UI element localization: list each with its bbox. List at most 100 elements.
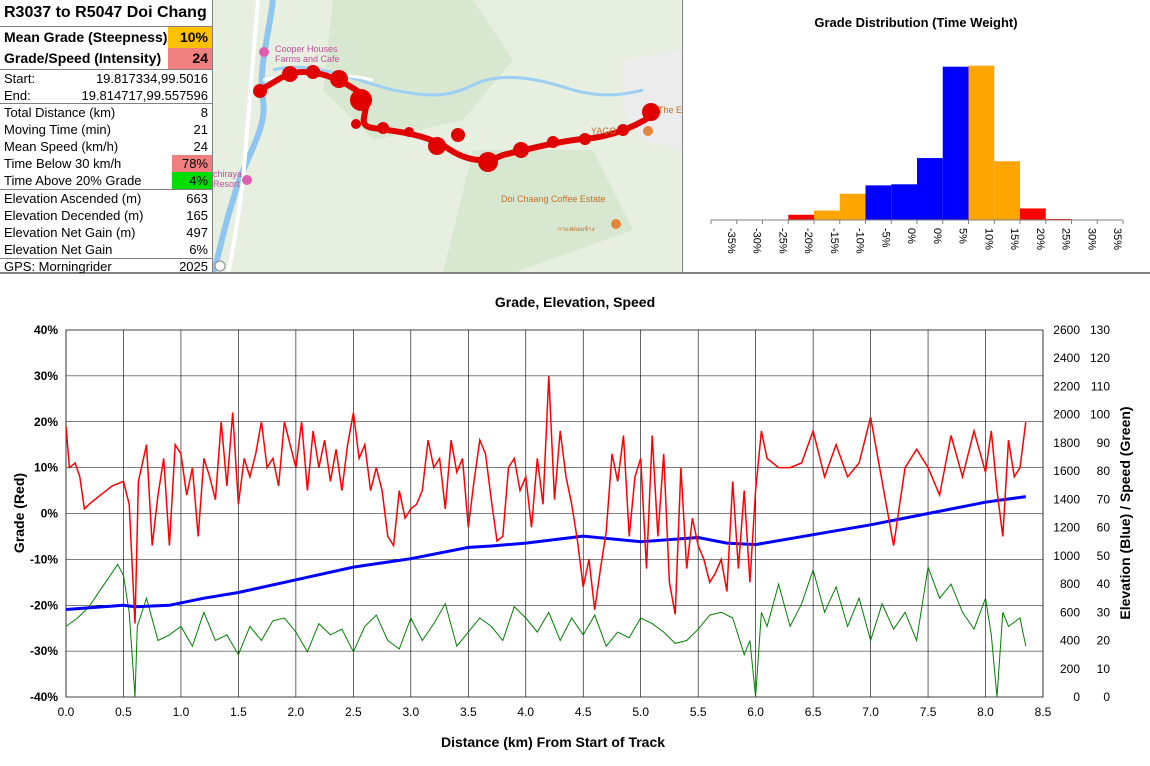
y-speed-tick-label: 90 (1097, 436, 1111, 450)
stat-value: 4% (189, 172, 208, 189)
histogram-bar (788, 215, 814, 220)
y-left-tick-label: -20% (30, 598, 58, 612)
y-speed-tick-label: 120 (1090, 351, 1110, 365)
y-left-tick-label: -10% (30, 552, 58, 566)
x-tick-label: 25% (1060, 228, 1072, 250)
track-title-text: R3037 to R5047 Doi Chang (4, 0, 207, 26)
stat-value: 78% (182, 155, 208, 172)
histogram-bar (917, 158, 943, 220)
map-attribution-icon[interactable] (215, 261, 225, 271)
stat-label: Mean Speed (km/h) (4, 138, 118, 155)
stat-row: Elevation Decended (m) 165 (0, 207, 212, 224)
x-tick-label: 0% (931, 228, 943, 244)
x-tick-label: 6.0 (747, 705, 764, 719)
mean-grade-row: Mean Grade (Steepness) 10% (0, 27, 212, 48)
poi-icon[interactable] (643, 126, 653, 136)
poi-label: Doi Chaang Coffee Estate (501, 194, 605, 204)
y-elev-tick-label: 2200 (1053, 379, 1080, 393)
stat-value: 497 (186, 224, 208, 241)
y-left-tick-label: 30% (34, 369, 58, 383)
stat-row: Moving Time (min) 21 (0, 121, 212, 138)
stat-label: Elevation Decended (m) (4, 207, 143, 224)
stat-value: 8 (201, 104, 208, 121)
y-elev-tick-label: 0 (1073, 690, 1080, 704)
y-elev-tick-label: 1800 (1053, 436, 1080, 450)
track-title: R3037 to R5047 Doi Chang (0, 0, 212, 26)
histogram-bar (814, 211, 840, 220)
x-tick-label: 5.5 (690, 705, 707, 719)
x-tick-label: 15% (1008, 228, 1020, 250)
y-elev-tick-label: 1000 (1053, 549, 1080, 563)
y-elev-tick-label: 1200 (1053, 521, 1080, 535)
x-tick-label: 4.0 (517, 705, 534, 719)
poi-label: chiraya (213, 169, 242, 179)
end-value: 19.814717,99.557596 (81, 87, 208, 104)
poi-icon[interactable] (259, 47, 269, 57)
stat-row: Total Distance (km) 8 (0, 104, 212, 121)
x-tick-label: 5% (957, 228, 969, 244)
route-map[interactable]: Cooper Houses Farms and Cafe Doi Chaang … (213, 0, 682, 273)
stat-row: Mean Speed (km/h) 24 (0, 138, 212, 155)
y-speed-tick-label: 80 (1097, 464, 1111, 478)
x-tick-label: 7.5 (920, 705, 937, 719)
x-tick-label: -15% (828, 228, 840, 254)
y-elev-tick-label: 600 (1060, 605, 1080, 619)
x-axis-label: Distance (km) From Start of Track (441, 734, 665, 750)
grade-distribution-chart: Grade Distribution (Time Weight) -35%-30… (683, 0, 1149, 272)
y-speed-tick-label: 30 (1097, 605, 1111, 619)
y-elev-tick-label: 200 (1060, 662, 1080, 676)
x-tick-label: 0.0 (58, 705, 75, 719)
y-speed-tick-label: 70 (1097, 492, 1111, 506)
start-label: Start: (4, 70, 35, 87)
stat-label: Elevation Net Gain (m) (4, 224, 136, 241)
stat-value: 165 (186, 207, 208, 224)
histogram-bar (943, 67, 969, 220)
histogram-bar (840, 194, 866, 220)
stats-panel: R3037 to R5047 Doi Chang Mean Grade (Ste… (0, 0, 213, 273)
histogram-bar (969, 66, 995, 220)
stat-label: Time Below 30 km/h (4, 155, 121, 172)
stat-row: Time Below 30 km/h 78% (0, 155, 212, 172)
y-left-tick-label: -40% (30, 690, 58, 704)
poi-icon[interactable] (611, 219, 621, 229)
stat-label: Elevation Ascended (m) (4, 190, 141, 207)
x-tick-label: 1.5 (230, 705, 247, 719)
x-tick-label: 5.0 (632, 705, 649, 719)
x-tick-label: 8.5 (1035, 705, 1052, 719)
stat-row: Elevation Net Gain 6% (0, 241, 212, 258)
y-speed-tick-label: 50 (1097, 549, 1111, 563)
map-canvas[interactable]: Cooper Houses Farms and Cafe Doi Chaang … (213, 0, 682, 273)
x-tick-label: -30% (751, 228, 763, 254)
y-left-tick-label: 40% (34, 323, 58, 337)
y-elev-tick-label: 2600 (1053, 323, 1080, 337)
y-speed-tick-label: 20 (1097, 634, 1111, 648)
intensity-value: 24 (192, 48, 208, 69)
stat-label: Total Distance (km) (4, 104, 115, 121)
poi-label: กาแฟดอยช้าง (558, 226, 595, 233)
poi-label: The E (658, 105, 682, 115)
y-axis-left-label: Grade (Red) (11, 473, 27, 553)
mean-grade-label: Mean Grade (Steepness) (4, 27, 167, 48)
x-tick-label: 0.5 (115, 705, 132, 719)
stat-value: 21 (194, 121, 208, 138)
y-left-tick-label: 20% (34, 415, 58, 429)
x-tick-label: 1.0 (173, 705, 190, 719)
stat-value: 6% (189, 241, 208, 258)
stat-value: 663 (186, 190, 208, 207)
y-elev-tick-label: 1400 (1053, 492, 1080, 506)
y-speed-tick-label: 130 (1090, 323, 1110, 337)
y-elev-tick-label: 1600 (1053, 464, 1080, 478)
x-tick-label: 4.5 (575, 705, 592, 719)
y-axis-right-label: Elevation (Blue) / Speed (Green) (1117, 406, 1133, 619)
stat-label: Elevation Net Gain (4, 241, 112, 258)
end-label: End: (4, 87, 31, 104)
x-tick-label: 0% (905, 228, 917, 244)
mean-grade-value: 10% (180, 27, 208, 48)
grade-elevation-speed-chart: Grade, Elevation, Speed 40%30%20%10%0%-1… (0, 274, 1150, 761)
poi-icon[interactable] (242, 175, 252, 185)
x-tick-label: 10% (982, 228, 994, 250)
stat-row: Elevation Ascended (m) 663 (0, 190, 212, 207)
gps-row: GPS: Morningrider 2025 (0, 259, 212, 274)
y-left-tick-label: 0% (41, 507, 59, 521)
x-tick-label: -5% (879, 228, 891, 248)
